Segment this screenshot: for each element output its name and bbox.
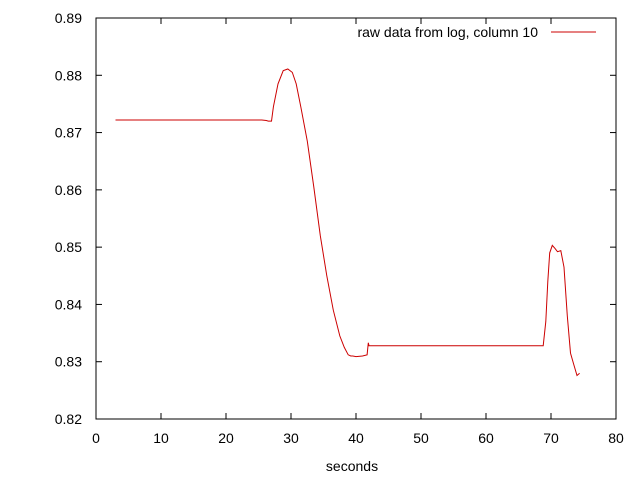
x-tick-label: 70 [543,430,559,446]
y-tick-label: 0.86 [55,182,82,198]
x-tick-label: 80 [608,430,624,446]
plot-frame [95,17,617,420]
y-tick-label: 0.88 [55,67,82,83]
y-tick-label: 0.83 [55,354,82,370]
x-tick-label: 30 [283,430,299,446]
y-tick-label: 0.85 [55,239,82,255]
y-tick-label: 0.82 [55,411,82,427]
legend-label: raw data from log, column 10 [357,24,538,40]
x-axis-title: seconds [326,458,378,474]
y-tick-label: 0.89 [55,10,82,26]
axis-ticks [95,17,617,420]
x-tick-label: 0 [92,430,100,446]
y-tick-label: 0.84 [55,296,82,312]
x-tick-label: 10 [153,430,169,446]
x-tick-label: 40 [348,430,364,446]
x-tick-label: 20 [218,430,234,446]
y-tick-label: 0.87 [55,125,82,141]
axis-tick-labels: 0 10 20 30 40 50 60 70 80 0.82 0.83 0.84 0.85 0.86 0.8… [55,10,624,446]
series-line-column-10 [115,68,580,377]
x-tick-label: 60 [478,430,494,446]
legend: raw data from log, column 10 [357,24,596,40]
x-tick-label: 50 [413,430,429,446]
